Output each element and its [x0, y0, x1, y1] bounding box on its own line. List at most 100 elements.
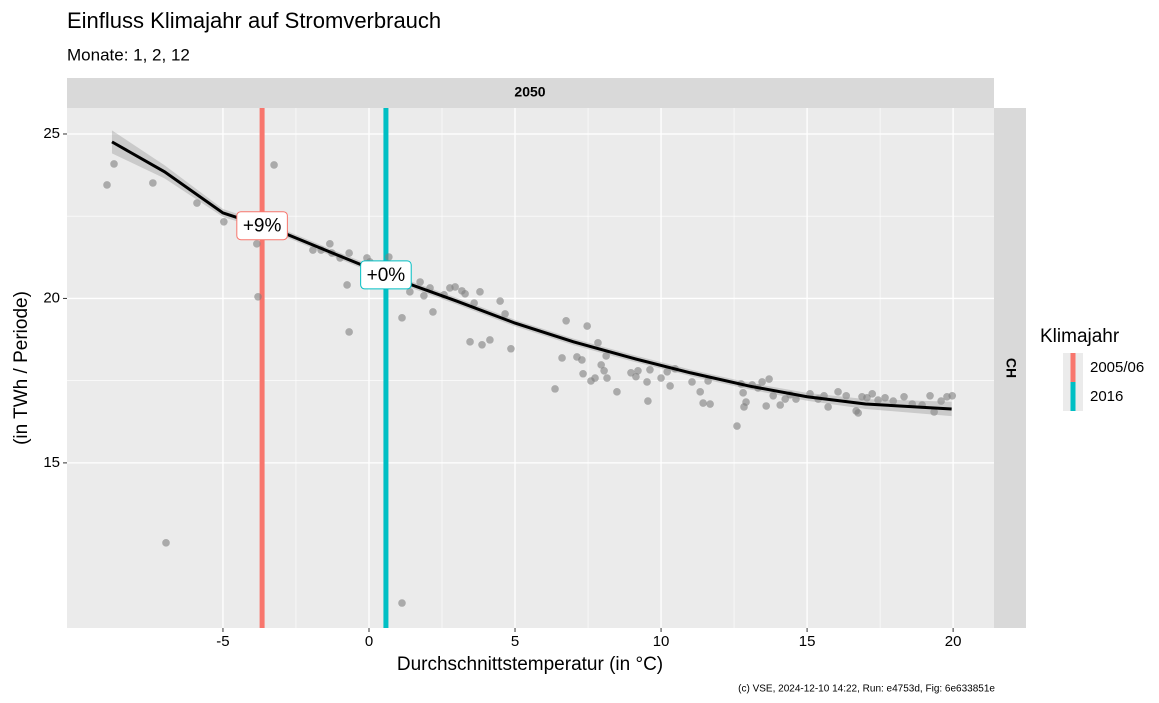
data-point [461, 290, 469, 298]
data-point [470, 299, 478, 307]
data-point [937, 397, 945, 405]
data-point [657, 374, 665, 382]
data-point [309, 246, 317, 254]
data-point [270, 161, 278, 169]
data-point [486, 336, 494, 344]
data-point [930, 408, 938, 416]
label-box [236, 211, 288, 241]
label-box [360, 260, 412, 290]
data-point [193, 199, 201, 207]
data-point [406, 288, 414, 296]
data-point [253, 240, 261, 248]
data-point [948, 391, 957, 400]
y-axis-label: (in TWh / Periode) [11, 291, 32, 445]
data-point [762, 402, 770, 410]
data-point [385, 253, 393, 261]
data-point [594, 339, 602, 347]
data-point [429, 308, 437, 316]
data-point [889, 397, 898, 405]
data-point [769, 391, 778, 400]
data-point [602, 352, 610, 360]
data-point [854, 409, 862, 417]
facet-label: CH [1003, 358, 1019, 378]
legend-label: 2016 [1090, 388, 1123, 405]
data-point [868, 390, 877, 398]
data-point [824, 403, 832, 411]
data-point [874, 396, 882, 404]
data-point [220, 218, 228, 226]
data-point [699, 399, 707, 407]
data-point [326, 240, 334, 248]
data-point [345, 249, 353, 257]
data-point [613, 388, 621, 396]
data-point [478, 341, 486, 349]
x-tick-label: 20 [945, 633, 962, 650]
data-point [758, 378, 766, 386]
data-point [688, 378, 696, 386]
chart-subtitle: Monate: 1, 2, 12 [67, 45, 190, 64]
data-point [900, 392, 908, 401]
data-point [704, 377, 712, 385]
data-point [254, 292, 262, 301]
data-point [398, 599, 406, 607]
data-point [562, 317, 570, 325]
data-point [507, 344, 515, 353]
line-label: +9% [236, 211, 288, 241]
x-axis-label: Durchschnittstemperatur (in °C) [397, 654, 663, 675]
chart-title: Einfluss Klimajahr auf Stromverbrauch [67, 8, 441, 33]
data-point [600, 366, 608, 375]
data-point [842, 391, 851, 400]
data-point [583, 322, 591, 330]
data-point [643, 378, 651, 386]
legend-label: 2005/06 [1090, 359, 1144, 376]
x-tick-label: -5 [216, 633, 229, 650]
data-point [663, 367, 671, 376]
data-point [103, 181, 111, 189]
data-point [551, 385, 559, 393]
data-point [781, 395, 789, 403]
data-point [597, 361, 605, 369]
line-label: +0% [360, 260, 412, 290]
data-point [558, 354, 566, 362]
data-point [776, 401, 785, 409]
data-point [603, 374, 611, 382]
data-point [345, 328, 353, 336]
data-point [591, 374, 599, 382]
label-text: +0% [367, 265, 406, 286]
data-point [496, 297, 504, 305]
plot-panel [67, 108, 994, 628]
data-point [451, 283, 459, 291]
data-point [765, 375, 773, 383]
data-point [792, 395, 800, 403]
data-point [739, 389, 747, 397]
x-tick-label: 0 [365, 633, 373, 650]
data-point [476, 288, 484, 296]
data-point [881, 393, 889, 402]
data-point [149, 179, 157, 187]
facet-strip [994, 108, 1026, 628]
data-point [416, 278, 424, 286]
data-point [632, 372, 640, 381]
data-point [420, 292, 428, 300]
data-point [696, 388, 704, 396]
legend-title: Klimajahr [1040, 326, 1120, 347]
data-point [863, 393, 871, 402]
data-point [579, 369, 587, 378]
data-point [733, 422, 741, 430]
y-tick-label: 15 [43, 454, 60, 471]
facet-label: 2050 [514, 84, 545, 100]
data-point [706, 400, 714, 408]
data-point [110, 160, 118, 168]
facet-strip [67, 78, 994, 108]
data-point [634, 366, 642, 375]
data-point [343, 281, 351, 289]
data-point [466, 338, 474, 346]
data-point [666, 382, 674, 390]
y-tick-label: 20 [43, 289, 60, 306]
x-tick-label: 5 [511, 633, 519, 650]
data-point [501, 310, 509, 318]
data-point [926, 391, 934, 400]
data-point [646, 366, 654, 374]
data-point [742, 398, 750, 406]
